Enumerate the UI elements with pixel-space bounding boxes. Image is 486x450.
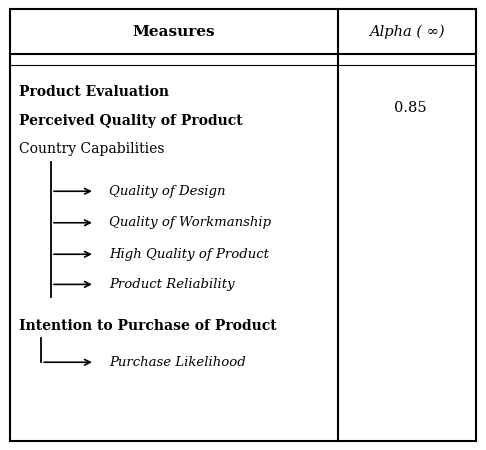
- Text: High Quality of Product: High Quality of Product: [109, 248, 269, 261]
- Text: Alpha ( ∞): Alpha ( ∞): [369, 24, 445, 39]
- Text: Measures: Measures: [132, 24, 215, 39]
- Text: Purchase Likelihood: Purchase Likelihood: [109, 356, 246, 369]
- Text: Perceived Quality of Product: Perceived Quality of Product: [19, 114, 243, 129]
- Text: Product Reliability: Product Reliability: [109, 278, 235, 291]
- Text: Intention to Purchase of Product: Intention to Purchase of Product: [19, 319, 277, 333]
- Text: Country Capabilities: Country Capabilities: [19, 141, 165, 156]
- Text: Quality of Workmanship: Quality of Workmanship: [109, 216, 272, 229]
- Text: Quality of Design: Quality of Design: [109, 185, 226, 198]
- Text: Product Evaluation: Product Evaluation: [19, 85, 170, 99]
- Text: 0.85: 0.85: [394, 101, 427, 115]
